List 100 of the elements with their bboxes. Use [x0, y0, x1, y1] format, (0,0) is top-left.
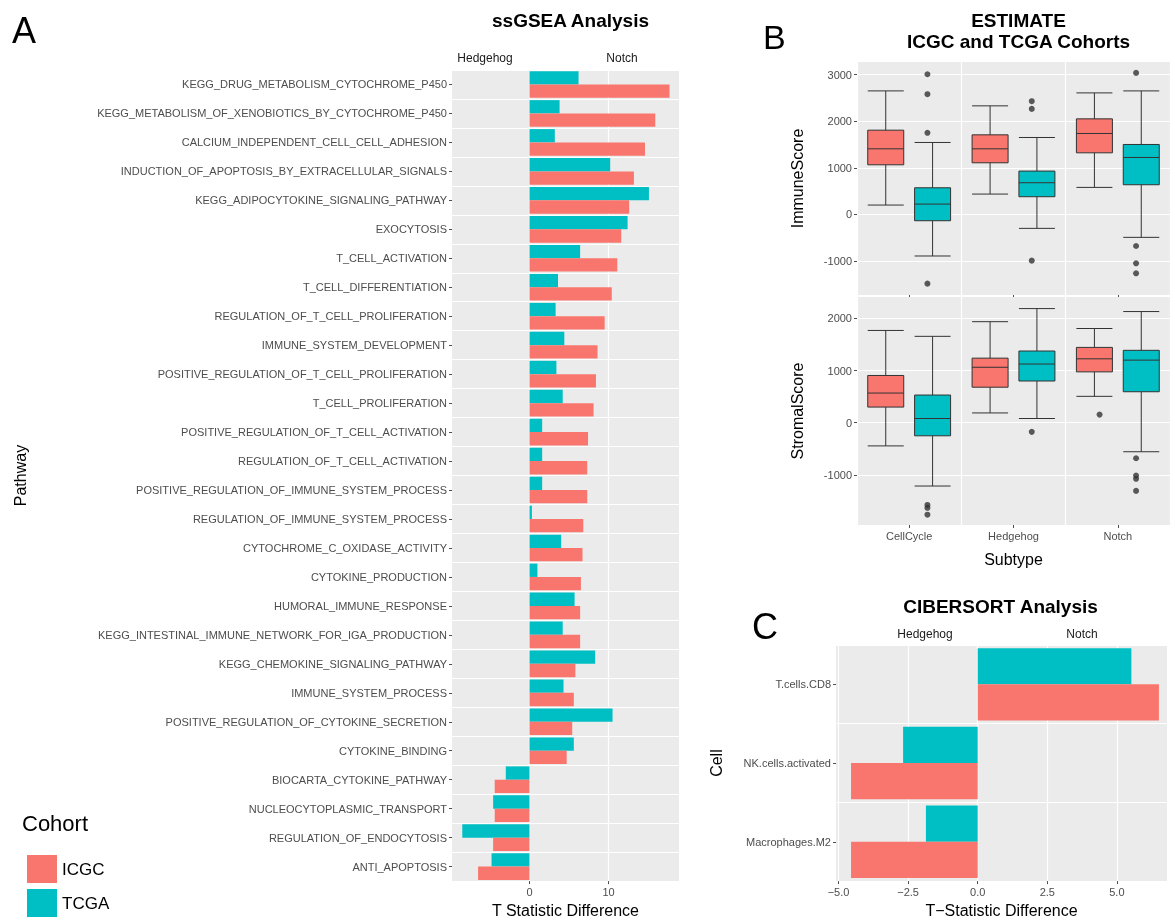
- bar: [529, 287, 612, 301]
- bar: [529, 129, 555, 143]
- y-tick-label: 2000: [827, 312, 852, 325]
- y-tick-label: IMMUNE_SYSTEM_DEVELOPMENT: [261, 339, 448, 352]
- y-tick-label: CYTOCHROME_C_OXIDASE_ACTIVITY: [243, 541, 448, 554]
- x-tick-label: 5.0: [1109, 885, 1125, 898]
- y-tick-label: KEGG_ADIPOCYTOKINE_SIGNALING_PATHWAY: [195, 194, 448, 207]
- y-axis-title: Pathway: [11, 444, 29, 507]
- y-tick-label: -1000: [823, 254, 852, 267]
- bar: [529, 158, 611, 172]
- y-tick-label: CYTOKINE_PRODUCTION: [310, 570, 448, 583]
- bar: [977, 648, 1132, 685]
- y-tick-label: POSITIVE_REGULATION_OF_T_CELL_ACTIVATION: [181, 426, 448, 439]
- bar: [529, 737, 574, 751]
- bar: [529, 331, 565, 346]
- chart-title: CIBERSORT Analysis: [903, 596, 1098, 617]
- y-tick-label: Macrophages.M2: [746, 835, 831, 848]
- x-tick-label: −2.5: [897, 885, 919, 898]
- bar: [529, 273, 558, 288]
- x-tick-label: Hedgehog: [988, 529, 1039, 542]
- y-tick-label: T_CELL_PROLIFERATION: [312, 397, 448, 410]
- y-tick-label: KEGG_DRUG_METABOLISM_CYTOCHROME_P450: [182, 78, 447, 91]
- x-tick-label: 0: [526, 885, 533, 898]
- y-tick-label: 1000: [827, 364, 852, 377]
- bar: [529, 576, 581, 591]
- y-tick-label: T_CELL_ACTIVATION: [336, 252, 448, 265]
- y-tick-label: 0: [845, 416, 852, 429]
- bar: [529, 621, 563, 635]
- bar: [851, 841, 978, 878]
- bar: [529, 634, 581, 649]
- y-tick-label: KEGG_CHEMOKINE_SIGNALING_PATHWAY: [218, 657, 448, 670]
- y-tick-label: T_CELL_DIFFERENTIATION: [302, 281, 448, 294]
- y-tick-label: CYTOKINE_BINDING: [339, 744, 447, 757]
- x-tick-label: −5.0: [827, 885, 850, 898]
- x-tick-label: 0.0: [970, 885, 986, 898]
- bar: [505, 766, 530, 780]
- bar: [529, 200, 630, 214]
- y-tick-label: NUCLEOCYTOPLASMIC_TRANSPORT: [248, 802, 448, 815]
- bar: [494, 808, 530, 823]
- bar: [529, 418, 543, 433]
- bar: [529, 708, 613, 722]
- bar: [529, 316, 605, 330]
- x-tick-label: Notch: [1103, 529, 1133, 542]
- bar: [529, 650, 596, 664]
- bar: [529, 447, 543, 462]
- bar: [529, 461, 588, 475]
- y-tick-label: POSITIVE_REGULATION_OF_IMMUNE_SYSTEM_PROCESS: [136, 484, 447, 497]
- y-tick-label: ANTI_APOPTOSIS: [352, 860, 447, 873]
- bar: [529, 592, 575, 606]
- y-tick-label: BIOCARTA_CYTOKINE_PATHWAY: [271, 773, 448, 786]
- text: Notch: [606, 51, 638, 65]
- bar: [977, 684, 1159, 721]
- bar: [529, 302, 556, 317]
- y-tick-label: REGULATION_OF_T_CELL_ACTIVATION: [237, 455, 448, 468]
- y-tick-label: T.cells.CD8: [775, 678, 831, 691]
- bar: [529, 216, 628, 230]
- y-tick-label: POSITIVE_REGULATION_OF_CYTOKINE_SECRETION: [165, 715, 448, 728]
- y-tick-label: 2000: [827, 115, 852, 128]
- y-tick-label: -1000: [823, 468, 852, 481]
- bar: [529, 345, 598, 359]
- y-tick-label: IMMUNE_SYSTEM_PROCESS: [291, 686, 447, 699]
- y-axis-title: Cell: [707, 749, 725, 777]
- chart-subtitle: ICGC and TCGA Cohorts: [906, 31, 1131, 52]
- bar: [529, 663, 576, 678]
- y-tick-label: 0: [845, 208, 852, 221]
- bar: [529, 389, 563, 404]
- bar: [529, 171, 634, 185]
- bar: [529, 490, 588, 504]
- y-tick-label: REGULATION_OF_ENDOCYTOSIS: [268, 831, 447, 844]
- bar: [529, 258, 618, 272]
- text: B: [763, 18, 786, 56]
- bar: [529, 403, 594, 417]
- bar: [529, 692, 574, 707]
- y-tick-label: POSITIVE_REGULATION_OF_T_CELL_PROLIFERATION: [157, 368, 448, 381]
- y-tick-label: EXOCYTOSIS: [375, 223, 447, 236]
- bar: [494, 779, 530, 794]
- bar: [529, 750, 567, 765]
- bar: [493, 837, 530, 851]
- y-tick-label: 1000: [827, 161, 852, 174]
- legend-label: TCGA: [62, 893, 110, 913]
- text: Hedgehog: [897, 627, 953, 641]
- bar: [529, 721, 573, 736]
- legend-title: Cohort: [22, 810, 89, 836]
- bar: [529, 476, 543, 491]
- bar: [491, 853, 530, 867]
- y-tick-label: KEGG_METABOLISM_OF_XENOBIOTICS_BY_CYTOCHROME_P450: [97, 107, 447, 120]
- text: Notch: [1066, 627, 1098, 641]
- y-tick-label: HUMORAL_IMMUNE_RESPONSE: [274, 599, 447, 612]
- chart-title: ssGSEA Analysis: [491, 10, 650, 31]
- bar: [529, 534, 562, 548]
- x-tick-label: 10: [602, 885, 615, 898]
- x-tick-label: 2.5: [1039, 885, 1055, 898]
- bar: [529, 100, 560, 114]
- legend-label: ICGC: [62, 859, 105, 879]
- y-tick-label: CALCIUM_INDEPENDENT_CELL_CELL_ADHESION: [181, 136, 448, 149]
- x-axis-title: Subtype: [984, 550, 1043, 568]
- y-tick-label: INDUCTION_OF_APOPTOSIS_BY_EXTRACELLULAR_SIGNALS: [120, 165, 447, 178]
- bar: [462, 824, 530, 838]
- bar: [529, 244, 581, 259]
- bar: [529, 432, 589, 446]
